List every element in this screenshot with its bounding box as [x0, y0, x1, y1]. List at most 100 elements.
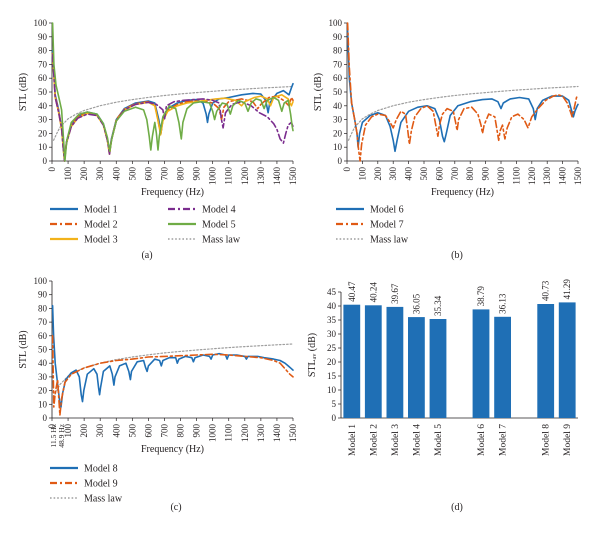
- y-tick-label: 30: [333, 115, 343, 125]
- category-label: Model 4: [412, 424, 422, 456]
- x-tick-label: 0: [342, 167, 352, 172]
- x-tick-label: 700: [450, 167, 460, 181]
- bar-value-label: 36.05: [411, 293, 421, 314]
- y-tick-label: 60: [38, 73, 48, 83]
- x-tick-label: 1300: [542, 167, 552, 186]
- x-axis-title: Frequency (Hz): [141, 187, 204, 198]
- x-tick-label: 600: [143, 424, 153, 438]
- x-tick-label: 800: [465, 167, 475, 181]
- bar-value-label: 35.34: [433, 295, 443, 316]
- x-axis-title: Frequency (Hz): [141, 444, 204, 455]
- x-tick-label: 200: [79, 167, 89, 181]
- x-tick-label: 700: [159, 424, 169, 438]
- y-tick-label: 10: [38, 399, 48, 409]
- y-tick-label: 20: [38, 386, 48, 396]
- legend-label: Mass law: [84, 494, 123, 505]
- x-tick-label: 900: [481, 167, 491, 181]
- y-tick-label: 70: [38, 59, 48, 69]
- y-axis-title: STLₐᵥ (dB): [307, 333, 318, 377]
- y-tick-label: 45: [327, 287, 337, 297]
- series-line-model-1: [51, 49, 294, 162]
- y-tick-label: 80: [333, 46, 343, 56]
- y-tick-label: 5: [332, 399, 337, 409]
- legend-label: Model 9: [84, 479, 118, 490]
- bar-value-label: 38.79: [476, 286, 486, 307]
- y-tick-label: 25: [327, 343, 337, 353]
- bar-model-8: [537, 304, 555, 418]
- x-tick-label: 100: [63, 424, 73, 438]
- x-tick-label: 1400: [272, 167, 282, 186]
- y-tick-label: 20: [333, 128, 343, 138]
- legend-label: Mass law: [370, 235, 409, 246]
- series-line-model-6: [346, 29, 579, 153]
- x-tick-label: 400: [111, 424, 121, 438]
- legend: Model 8 Model 9 Mass law: [50, 464, 123, 505]
- x-tick-label: 1500: [288, 424, 298, 443]
- y-tick-label: 20: [327, 357, 337, 367]
- y-tick-label: 40: [333, 101, 343, 111]
- y-tick-label: 20: [38, 128, 48, 138]
- bar-chart-panel: 0 5 10 15 20 25 30 35 40 45 STLₐᵥ (dB) 40.47 Model 1…: [307, 279, 578, 513]
- frequency-annotation: 11.5 Hz: [49, 423, 58, 447]
- x-tick-label: 100: [357, 167, 367, 181]
- bar-value-label: 39.67: [390, 283, 400, 304]
- x-tick-label: 500: [127, 167, 137, 181]
- y-tick-label: 40: [327, 301, 337, 311]
- bar-model-3: [386, 306, 404, 418]
- x-tick-label: 300: [95, 424, 105, 438]
- legend: Model 6 Model 7 Mass law: [336, 205, 409, 246]
- y-tick-label: 50: [38, 345, 48, 355]
- x-tick-label: 1500: [288, 167, 298, 186]
- y-tick-label: 90: [38, 290, 48, 300]
- y-axis-title: STL (dB): [313, 73, 324, 111]
- series-line-mass-law: [53, 343, 294, 398]
- y-tick-label: 15: [327, 371, 337, 381]
- x-tick-label: 600: [143, 167, 153, 181]
- category-label: Model 8: [542, 424, 552, 456]
- bar-model-4: [408, 317, 425, 418]
- x-tick-label: 1200: [240, 166, 250, 185]
- y-tick-label: 70: [38, 317, 48, 327]
- x-tick-label: 1200: [527, 167, 537, 186]
- legend-label: Model 4: [202, 205, 236, 216]
- y-tick-label: 40: [38, 101, 48, 111]
- bar-model-1: [343, 304, 361, 418]
- series-line-model-5: [51, 22, 294, 162]
- category-label: Model 6: [477, 424, 487, 456]
- legend-label: Model 2: [84, 220, 118, 231]
- x-axis-title: Frequency (Hz): [431, 187, 494, 198]
- y-tick-label: 40: [38, 358, 48, 368]
- bar-model-5: [429, 319, 447, 418]
- legend-label: Model 8: [84, 464, 118, 475]
- y-tick-label: 60: [333, 73, 343, 83]
- y-tick-label: 30: [38, 372, 48, 382]
- bar-value-label: 40.24: [368, 282, 378, 303]
- y-tick-label: 50: [333, 87, 343, 97]
- y-tick-label: 80: [38, 46, 48, 56]
- x-tick-label: 1300: [256, 424, 266, 443]
- x-tick-label: 400: [404, 167, 414, 181]
- y-tick-label: 80: [38, 303, 48, 313]
- series-line-model-9: [51, 335, 294, 417]
- panel-label: (b): [451, 250, 463, 261]
- x-tick-label: 0: [47, 167, 57, 172]
- x-tick-label: 1000: [208, 167, 218, 186]
- series-line-mass-law: [53, 85, 294, 141]
- x-tick-label: 800: [176, 424, 186, 438]
- x-tick-label: 1100: [511, 167, 521, 185]
- x-tick-label: 1400: [558, 167, 568, 186]
- x-tick-label: 200: [79, 424, 89, 438]
- x-tick-label: 500: [419, 167, 429, 181]
- y-tick-label: 100: [34, 276, 48, 286]
- y-tick-label: 0: [338, 156, 343, 166]
- y-tick-label: 30: [38, 115, 48, 125]
- y-tick-label: 35: [327, 315, 337, 325]
- bar-model-9: [558, 302, 576, 418]
- category-label: Model 1: [348, 424, 358, 456]
- bar-value-label: 41.29: [562, 279, 572, 300]
- x-tick-label: 1100: [224, 167, 234, 185]
- x-tick-label: 700: [159, 167, 169, 181]
